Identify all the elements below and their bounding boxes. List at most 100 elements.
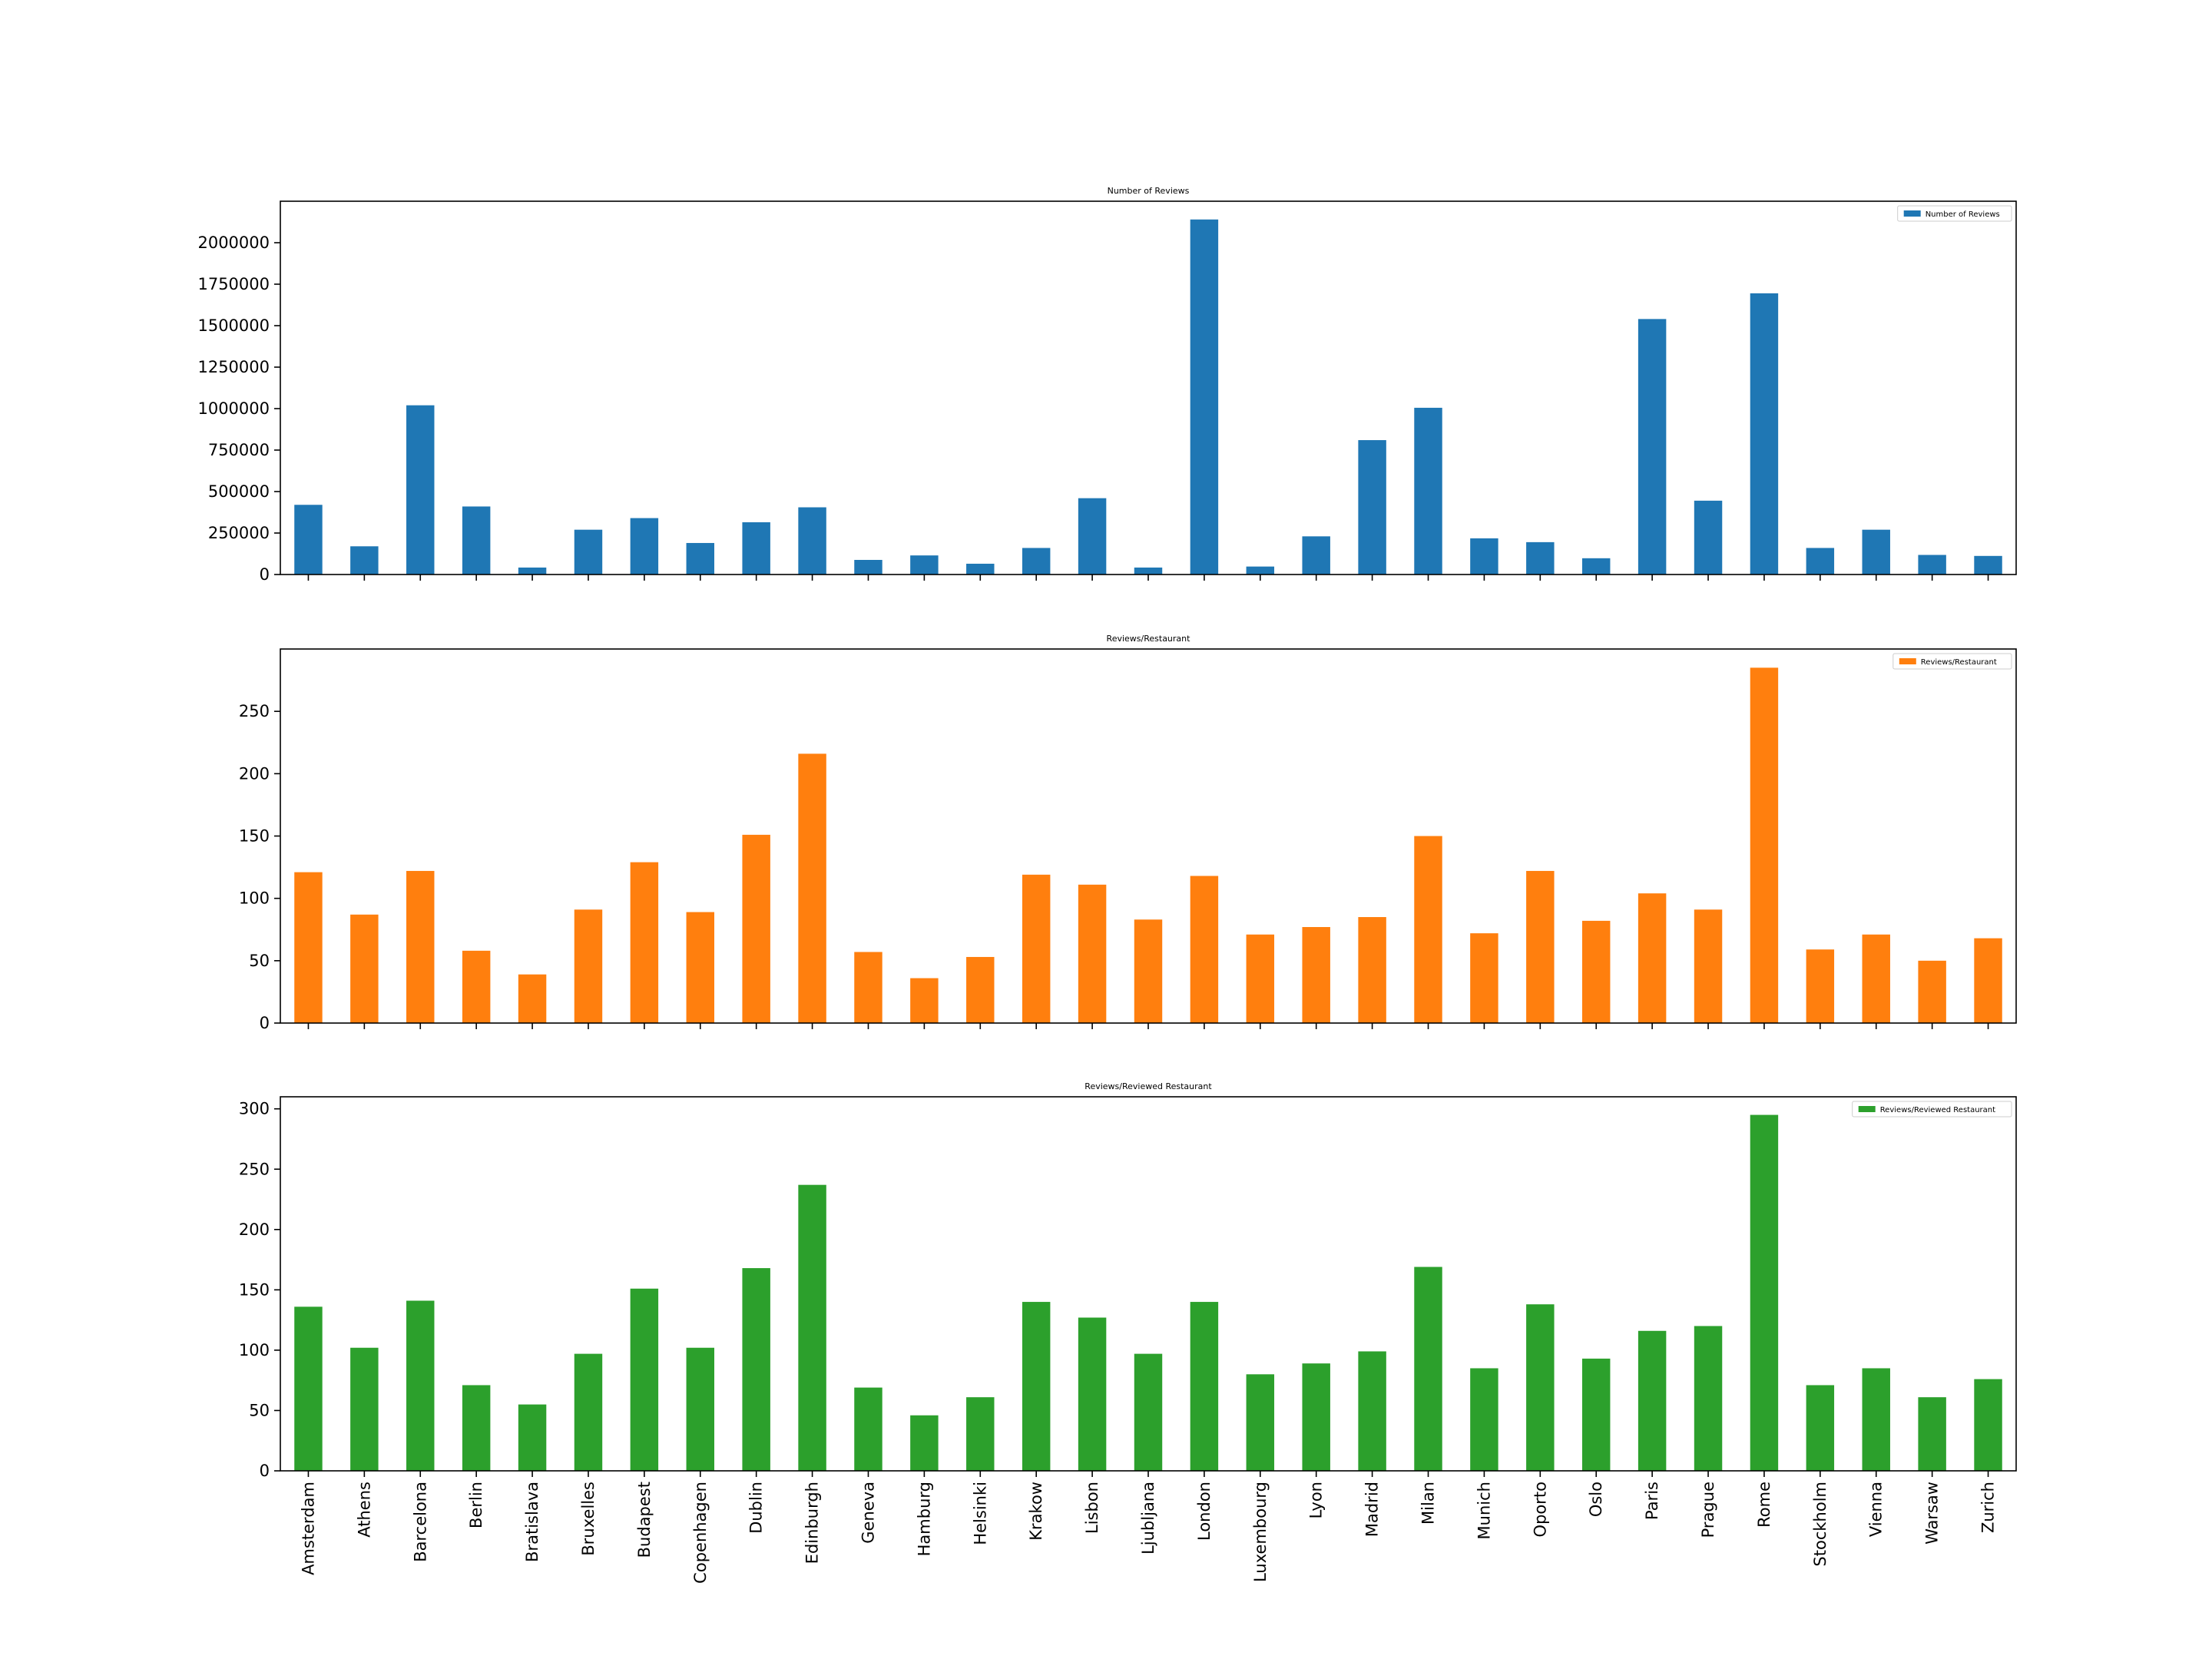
y-tick-label: 1250000 [197, 358, 270, 376]
bar-warsaw [1918, 1397, 1946, 1471]
legend-box [1892, 653, 2012, 670]
legend-label: Reviews/Restaurant [1921, 658, 1997, 667]
y-tick-label: 0 [260, 1014, 270, 1032]
bar-bruxelles [574, 1353, 603, 1471]
bar-athens [350, 914, 379, 1023]
bar-dublin [742, 834, 770, 1023]
x-tick-label-athens: Athens [355, 1482, 373, 1538]
bar-barcelona [406, 1300, 435, 1471]
bar-prague [1694, 1326, 1723, 1471]
bar-berlin [462, 506, 491, 575]
y-tick-label: 1750000 [197, 275, 270, 293]
bar-vienna [1862, 529, 1890, 575]
y-tick-label: 250000 [208, 524, 270, 542]
bar-geneva [854, 952, 882, 1023]
x-tick-label-luxembourg: Luxembourg [1251, 1482, 1270, 1582]
subplot-title: Reviews/Reviewed Restaurant [1084, 1081, 1212, 1091]
x-tick-label-paris: Paris [1643, 1482, 1661, 1520]
x-tick-label-berlin: Berlin [467, 1482, 485, 1528]
bar-oporto [1526, 1304, 1555, 1471]
x-tick-label-lyon: Lyon [1307, 1482, 1326, 1518]
bar-lisbon [1078, 884, 1107, 1023]
bar-oporto [1526, 541, 1555, 575]
bar-london [1190, 219, 1219, 575]
bar-edinburgh [798, 753, 826, 1023]
bar-zurich [1974, 1379, 2002, 1471]
y-tick-label: 100 [239, 889, 270, 908]
y-tick-label: 200 [239, 1220, 270, 1239]
x-tick-label-bratislava: Bratislava [523, 1482, 541, 1562]
legend-swatch [1903, 210, 1921, 217]
legend-box [1852, 1101, 2012, 1118]
bar-helsinki [966, 956, 995, 1023]
x-tick-label-geneva: Geneva [859, 1482, 877, 1544]
y-tick-label: 250 [239, 702, 270, 720]
bar-athens [350, 546, 379, 575]
y-tick-label: 250 [239, 1160, 270, 1178]
bar-bratislava [518, 567, 547, 575]
legend: Reviews/Restaurant [1892, 653, 2012, 670]
bar-paris [1637, 893, 1667, 1023]
bar-london [1190, 876, 1219, 1023]
bar-lyon [1302, 1363, 1330, 1471]
y-tick-label: 100 [239, 1341, 270, 1359]
legend-box [1897, 205, 2012, 222]
bar-zurich [1974, 555, 2002, 575]
legend-swatch [1858, 1106, 1876, 1112]
x-tick-label-hamburg: Hamburg [915, 1482, 933, 1556]
bar-krakow [1022, 1302, 1051, 1471]
x-tick-label-ljubljana: Ljubljana [1139, 1482, 1157, 1555]
bar-rome [1750, 293, 1779, 575]
x-tick-label-stockholm: Stockholm [1811, 1482, 1830, 1567]
bar-barcelona [406, 405, 435, 575]
bar-hamburg [910, 555, 939, 575]
legend: Reviews/Reviewed Restaurant [1852, 1101, 2012, 1118]
subplot-1: 0 250000 500000 750000 1000000 1250000 1500000… [197, 186, 2017, 584]
bar-berlin [462, 950, 491, 1023]
bar-helsinki [966, 563, 995, 575]
x-tick-label-krakow: Krakow [1027, 1482, 1045, 1541]
x-tick-label-munich: Munich [1475, 1482, 1493, 1539]
y-tick-label: 2000000 [197, 233, 270, 252]
bar-amsterdam [294, 505, 323, 575]
bar-lisbon [1078, 1317, 1107, 1471]
x-tick-label-vienna: Vienna [1867, 1482, 1886, 1537]
bar-ljubljana [1134, 919, 1163, 1023]
bar-luxembourg [1246, 1374, 1275, 1471]
x-tick-label-helsinki: Helsinki [971, 1482, 989, 1545]
bar-helsinki [966, 1397, 995, 1471]
bar-stockholm [1806, 1385, 1835, 1471]
bar-lyon [1302, 536, 1330, 575]
bar-milan [1414, 407, 1442, 575]
subplot-title: Reviews/Restaurant [1107, 634, 1191, 644]
bar-oporto [1526, 870, 1555, 1023]
bar-edinburgh [798, 1184, 826, 1471]
x-tick-label-amsterdam: Amsterdam [299, 1482, 317, 1575]
y-tick-label: 750000 [208, 441, 270, 459]
bar-vienna [1862, 1368, 1890, 1471]
y-tick-label: 150 [239, 827, 270, 846]
bar-lisbon [1078, 498, 1107, 575]
bar-zurich [1974, 938, 2002, 1023]
x-tick-label-madrid: Madrid [1363, 1482, 1382, 1537]
legend-label: Number of Reviews [1926, 210, 2000, 219]
bar-krakow [1022, 548, 1051, 575]
bar-stockholm [1806, 949, 1835, 1023]
bar-bratislava [518, 1404, 547, 1471]
bar-athens [350, 1347, 379, 1471]
y-tick-label: 1500000 [197, 316, 270, 335]
bar-ljubljana [1134, 567, 1163, 575]
bar-barcelona [406, 870, 435, 1023]
y-tick-label: 200 [239, 764, 270, 783]
x-tick-label-warsaw: Warsaw [1923, 1482, 1942, 1545]
legend: Number of Reviews [1897, 205, 2012, 222]
x-tick-label-rome: Rome [1755, 1482, 1773, 1528]
bar-oslo [1582, 558, 1611, 575]
bar-london [1190, 1302, 1219, 1471]
bar-luxembourg [1246, 566, 1275, 575]
subplot-2: 0 50 100 150 200 250 Reviews/Restaurant Reviews… [239, 634, 2017, 1032]
bar-geneva [854, 559, 882, 575]
bar-amsterdam [294, 1306, 323, 1471]
legend-swatch [1899, 658, 1916, 664]
bar-stockholm [1806, 548, 1835, 575]
